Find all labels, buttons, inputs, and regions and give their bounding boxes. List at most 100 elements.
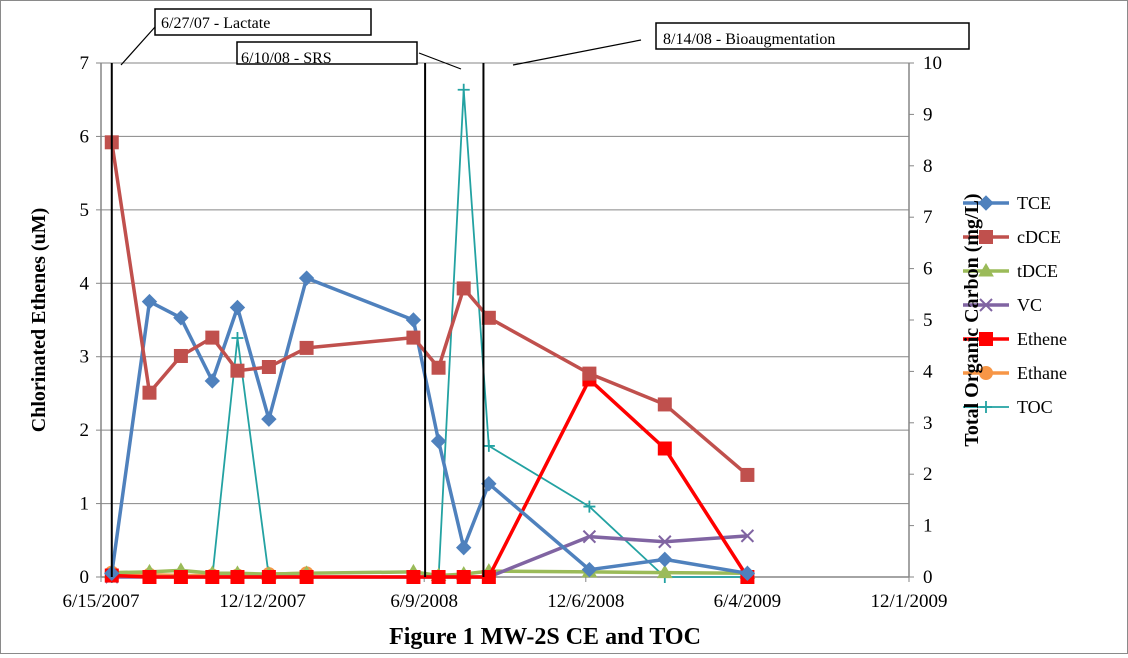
y-tick-label: 4 [80,273,90,294]
event-leader-line [512,39,642,66]
y2-axis-title: Total Organic Carbon (mg/L) [961,193,983,446]
data-point-cdce [657,397,672,412]
y-axis-title: Chlorinated Ethenes (uM) [28,208,50,432]
y2-tick-label: 6 [923,259,933,280]
legend-label: Ethane [1017,363,1067,383]
data-point-vc [740,529,755,543]
data-point-ethene [456,570,471,584]
event-marker: 6/10/08 - SRS [236,41,462,577]
data-point-cdce [406,330,421,345]
data-point-toc [231,331,244,344]
legend-marker [979,230,993,244]
data-point-ethene [261,570,276,584]
series-tce [104,270,756,582]
data-point-cdce [431,360,446,375]
event-label-box [154,8,372,36]
data-point-cdce [261,359,276,374]
data-point-cdce [142,385,157,400]
data-point-tce [739,565,756,582]
series-toc [105,83,754,583]
data-point-ethene [406,570,421,584]
legend-marker [980,401,992,413]
legend-label: VC [1017,295,1042,315]
series [103,83,756,584]
y-tick-label: 1 [80,494,90,515]
data-point-vc [658,535,672,549]
legend: TCE cDCE tDCE VC Ethene Ethane TOC [963,193,1067,417]
data-point-ethene [205,570,220,584]
data-point-toc [482,439,495,452]
event-label-box [236,41,418,65]
y-tick-label: 5 [80,200,90,221]
legend-label: TCE [1017,193,1051,213]
y2-tick-label: 7 [923,207,933,228]
y2-tick-label: 10 [923,53,942,74]
annotations: 6/27/07 - Lactate 6/10/08 - SRS 8/14/08 - … [110,8,970,577]
data-point-toc [583,500,596,513]
data-point-ethene [481,570,496,584]
legend-label: TOC [1017,397,1053,417]
event-leader-line [120,26,156,66]
data-point-tce [581,561,598,578]
data-point-tce [405,312,422,328]
series-line-cdce [110,142,749,477]
y2-tick-label: 1 [923,516,933,537]
legend-label: tDCE [1017,261,1058,281]
legend-item-ethene: Ethene [963,329,1067,349]
x-tick-label: 12/6/2008 [547,591,624,612]
y2-tick-label: 8 [923,156,933,177]
data-point-cdce [299,340,314,355]
data-point-ethene [142,570,157,584]
series-line-ethene [111,377,749,579]
y2-tick-label: 9 [923,104,933,125]
y2-tick-label: 0 [923,567,933,588]
x-tick-label: 12/1/2009 [870,591,947,612]
data-point-cdce [740,467,755,482]
data-point-vc [582,529,597,544]
event-label-box [655,22,970,50]
data-point-cdce [456,281,471,296]
event-label: 8/14/08 - Bioaugmentation [663,31,835,48]
y-tick-label: 3 [80,347,90,368]
data-point-ethene [431,570,446,584]
data-point-cdce [205,330,220,345]
legend-label: Ethene [1017,329,1067,349]
data-point-tce [298,270,315,286]
event-label: 6/10/08 - SRS [241,50,332,67]
data-point-tce [173,310,189,326]
data-point-tce [204,373,221,389]
data-point-ethene [657,441,672,456]
y2-tick-label: 5 [923,310,933,331]
data-point-ethene [173,570,188,584]
legend-item-tdce: tDCE [963,261,1058,281]
event-label: 6/27/07 - Lactate [161,15,270,32]
x-tick-label: 12/12/2007 [219,591,306,612]
legend-marker [979,366,993,380]
data-point-ethene [230,570,245,584]
data-point-toc [457,83,470,96]
data-point-tce [430,433,447,449]
y-tick-label: 2 [80,420,90,441]
y2-tick-label: 2 [923,464,933,485]
tick-labels: 0 1 2 3 4 5 6 7 0 1 2 3 4 5 6 7 8 9 10 6/15/2007 12/12/2007 6… [62,53,947,612]
y-tick-label: 7 [80,53,90,74]
legend-item-cdce: cDCE [963,227,1061,247]
legend-label: cDCE [1017,227,1061,247]
legend-item-ethane: Ethane [963,363,1067,383]
y-tick-label: 0 [80,567,90,588]
y-tick-label: 6 [80,126,90,147]
y2-tick-label: 3 [923,413,933,434]
legend-marker [979,298,993,312]
data-point-tce [261,411,277,427]
gridlines [101,62,909,505]
event-marker: 8/14/08 - Bioaugmentation [482,22,970,577]
legend-item-tce: TCE [963,193,1051,213]
data-point-tce [657,551,673,568]
x-tick-label: 6/15/2007 [62,591,139,612]
data-point-cdce [481,310,496,325]
series-line-tce [110,276,748,576]
data-point-cdce [230,363,245,378]
data-point-tce [229,299,246,316]
data-point-tce [455,539,472,556]
